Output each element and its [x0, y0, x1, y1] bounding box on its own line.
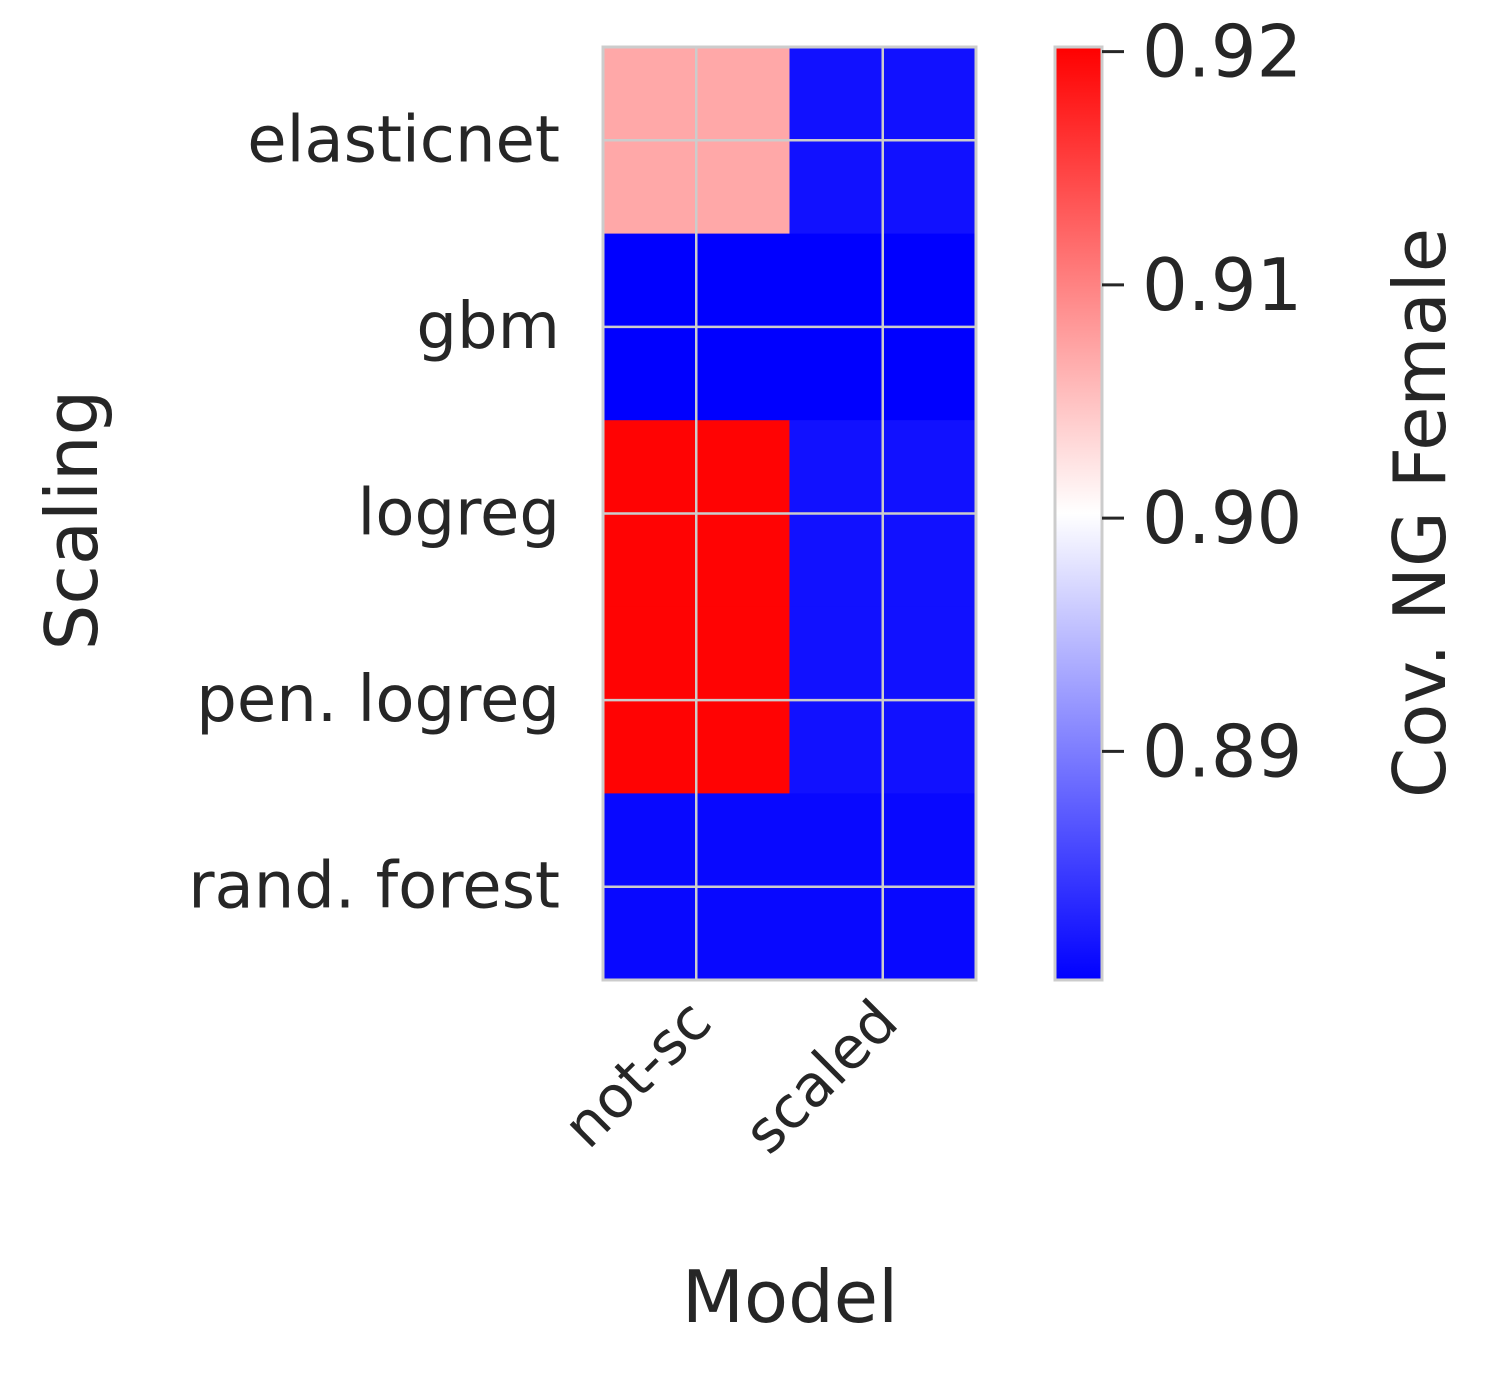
heatmap-cell — [882, 793, 977, 888]
colorbar-tick-label: 0.89 — [1142, 709, 1302, 793]
heatmap-cell — [789, 47, 884, 141]
heatmap-cell — [789, 326, 884, 421]
heatmap-cell — [696, 886, 791, 981]
heatmap-grid — [603, 47, 976, 980]
heatmap-cell — [882, 886, 977, 981]
y-axis-label: Scaling — [30, 390, 114, 651]
y-tick-label: elasticnet — [247, 103, 560, 177]
y-tick-label: rand. forest — [188, 850, 560, 924]
colorbar-tick-label: 0.90 — [1142, 476, 1302, 560]
heatmap-cell — [789, 700, 884, 794]
y-tick-label: pen. logreg — [196, 663, 560, 737]
heatmap-cells — [603, 47, 977, 981]
x-axis-label: Model — [682, 1255, 898, 1339]
heatmap-cell — [696, 233, 791, 328]
y-tick-label: logreg — [358, 477, 560, 551]
heatmap-cell — [696, 140, 791, 235]
heatmap-cell — [603, 513, 697, 608]
heatmap-cell — [603, 886, 697, 981]
colorbar-ticks: 0.89 0.90 0.91 0.92 — [1102, 10, 1302, 793]
heatmap-cell — [789, 420, 884, 515]
heatmap-cell — [789, 886, 884, 981]
heatmap-cell — [882, 47, 977, 141]
heatmap-cell — [882, 326, 977, 421]
y-tick-labels: elasticnet gbm logreg pen. logreg rand. fore… — [188, 103, 560, 923]
colorbar-tick-label: 0.91 — [1142, 243, 1302, 327]
heatmap-cell — [696, 326, 791, 421]
x-tick-label: scaled — [731, 987, 911, 1167]
heatmap-cell — [603, 233, 697, 328]
heatmap-cell — [882, 420, 977, 515]
heatmap-cell — [603, 420, 697, 515]
heatmap-cell — [603, 47, 697, 141]
colorbar-tick-label: 0.92 — [1142, 10, 1302, 94]
heatmap-cell — [603, 326, 697, 421]
heatmap-cell — [882, 140, 977, 235]
heatmap-frame — [601, 45, 978, 982]
heatmap-cell — [696, 47, 791, 141]
heatmap-cell — [882, 606, 977, 701]
heatmap-cell — [789, 233, 884, 328]
colorbar-gradient — [1053, 45, 1104, 982]
heatmap-cell — [696, 513, 791, 608]
heatmap-cell — [603, 793, 697, 888]
heatmap-cell — [696, 420, 791, 515]
heatmap-cell — [789, 793, 884, 888]
heatmap-cell — [882, 233, 977, 328]
colorbar-label: Cov. NG Female — [1378, 228, 1462, 798]
heatmap-cell — [789, 606, 884, 701]
x-tick-label: not-sc — [550, 987, 724, 1161]
heatmap-cell — [882, 700, 977, 794]
heatmap-cell — [789, 513, 884, 608]
y-tick-label: gbm — [416, 290, 560, 364]
x-tick-labels: not-sc scaled — [550, 987, 910, 1167]
heatmap-cell — [789, 140, 884, 235]
heatmap-cell — [603, 140, 697, 235]
heatmap-cell — [696, 793, 791, 888]
heatmap-cell — [603, 700, 697, 794]
heatmap-cell — [696, 606, 791, 701]
heatmap-cell — [696, 700, 791, 794]
heatmap-cell — [603, 606, 697, 701]
heatmap-cell — [882, 513, 977, 608]
colorbar: 0.89 0.90 0.91 0.92 Cov. NG Female — [1053, 10, 1462, 982]
